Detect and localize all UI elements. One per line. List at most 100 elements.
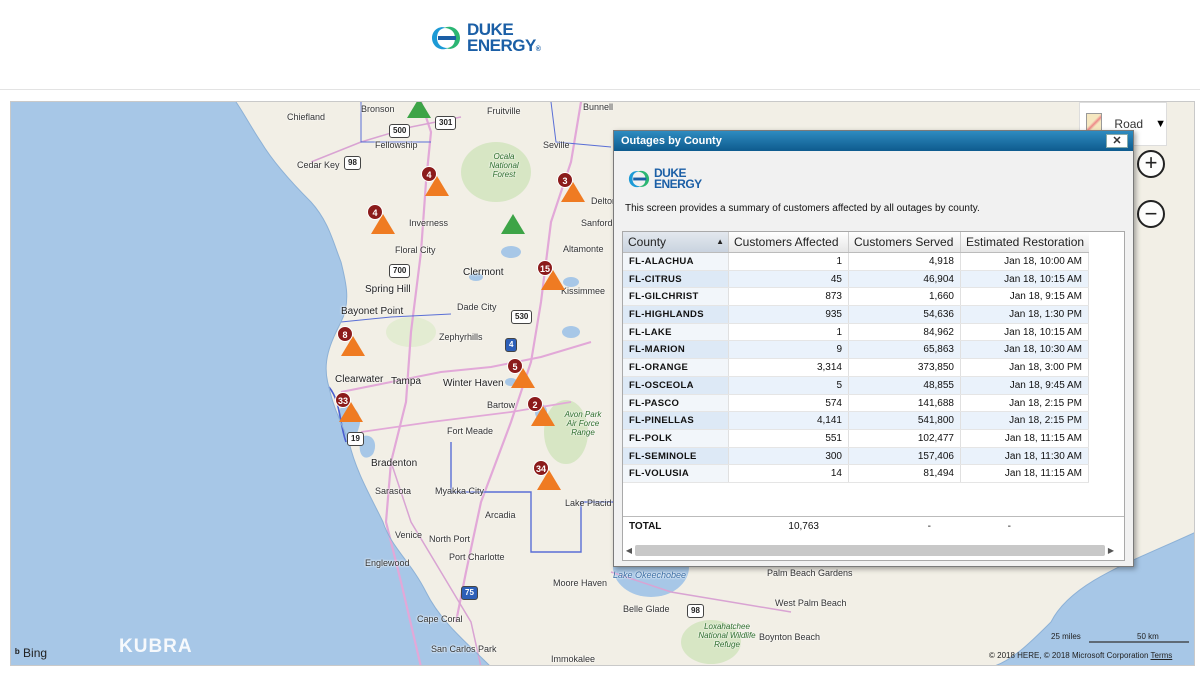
customers-affected-cell: 9 bbox=[729, 341, 849, 359]
sort-ascending-icon: ▲ bbox=[716, 237, 724, 246]
outage-marker[interactable]: 8 bbox=[337, 326, 367, 358]
city-label: Sarasota bbox=[375, 486, 412, 496]
customers-served-cell: 157,406 bbox=[849, 447, 961, 465]
county-outage-table: County ▲ Customers Affected Customers Ser… bbox=[622, 231, 1125, 561]
county-cell: FL-LAKE bbox=[623, 323, 729, 341]
bing-label: Bing bbox=[23, 646, 48, 660]
outage-marker[interactable]: 34 bbox=[533, 460, 563, 492]
estimated-restoration-cell: Jan 18, 11:30 AM bbox=[961, 447, 1089, 465]
column-header-county[interactable]: County ▲ bbox=[623, 232, 729, 252]
county-cell: FL-VOLUSIA bbox=[623, 465, 729, 482]
county-cell: FL-PASCO bbox=[623, 394, 729, 412]
copyright-text: © 2018 HERE, © 2018 Microsoft Corporatio… bbox=[989, 651, 1149, 660]
customers-affected-cell: 300 bbox=[729, 447, 849, 465]
table-row[interactable]: FL-ALACHUA 1 4,918 Jan 18, 10:00 AM bbox=[623, 253, 1089, 271]
city-label: Winter Haven bbox=[443, 378, 504, 389]
highway-shield: 98 bbox=[687, 604, 704, 618]
city-label: Palm Beach Gardens bbox=[767, 568, 853, 578]
duke-energy-logo[interactable]: DUKE ENERGY® bbox=[428, 21, 541, 54]
table-row[interactable]: FL-POLK 551 102,477 Jan 18, 11:15 AM bbox=[623, 429, 1089, 448]
city-label: Bronson bbox=[361, 104, 395, 114]
customers-served-cell: 4,918 bbox=[849, 253, 961, 270]
table-row[interactable]: FL-LAKE 1 84,962 Jan 18, 10:15 AM bbox=[623, 323, 1089, 342]
forest-label: Loxahatchee National Wildlife Refuge bbox=[698, 622, 756, 649]
city-label: Fort Meade bbox=[447, 426, 494, 436]
outage-marker[interactable]: 15 bbox=[537, 260, 567, 292]
column-header-customers-served[interactable]: Customers Served bbox=[849, 232, 961, 252]
outage-marker[interactable]: 4 bbox=[421, 166, 451, 198]
city-label: Dade City bbox=[457, 302, 497, 312]
customers-served-cell: 81,494 bbox=[849, 465, 961, 482]
city-label: West Palm Beach bbox=[775, 598, 847, 608]
column-header-customers-affected[interactable]: Customers Affected bbox=[729, 232, 849, 252]
zoom-in-button[interactable]: + bbox=[1137, 150, 1165, 178]
outage-marker[interactable]: 2 bbox=[527, 396, 557, 428]
city-label: Belle Glade bbox=[623, 604, 670, 614]
table-row[interactable]: FL-OSCEOLA 5 48,855 Jan 18, 9:45 AM bbox=[623, 376, 1089, 395]
forest-label: Avon Park Air Force Range bbox=[564, 410, 602, 437]
county-cell: FL-SEMINOLE bbox=[623, 447, 729, 465]
customers-affected-cell: 4,141 bbox=[729, 412, 849, 429]
map-scale: 25 miles 50 km bbox=[1051, 632, 1191, 641]
restored-marker[interactable] bbox=[405, 102, 433, 120]
outage-marker[interactable]: 3 bbox=[557, 172, 587, 204]
city-label: Inverness bbox=[409, 218, 449, 228]
table-row[interactable]: FL-GILCHRIST 873 1,660 Jan 18, 9:15 AM bbox=[623, 288, 1089, 307]
table-row[interactable]: FL-PASCO 574 141,688 Jan 18, 2:15 PM bbox=[623, 394, 1089, 413]
city-label: Sanford bbox=[581, 218, 613, 228]
table-header: County ▲ Customers Affected Customers Ser… bbox=[623, 232, 1089, 253]
panel-titlebar[interactable]: Outages by County ✕ bbox=[614, 131, 1133, 151]
city-label: North Port bbox=[429, 534, 471, 544]
table-row[interactable]: FL-VOLUSIA 14 81,494 Jan 18, 11:15 AM bbox=[623, 465, 1089, 483]
table-row[interactable]: FL-PINELLAS 4,141 541,800 Jan 18, 2:15 PM bbox=[623, 412, 1089, 430]
scrollbar-thumb[interactable] bbox=[635, 544, 1105, 556]
city-label: Altamonte bbox=[563, 244, 604, 254]
customers-affected-cell: 5 bbox=[729, 376, 849, 394]
outage-marker[interactable]: 33 bbox=[335, 392, 365, 424]
close-button[interactable]: ✕ bbox=[1106, 134, 1128, 148]
scale-km: 50 km bbox=[1137, 632, 1159, 641]
table-total-row: TOTAL 10,763 - - bbox=[623, 516, 1124, 536]
total-label: TOTAL bbox=[629, 521, 662, 532]
estimated-restoration-cell: Jan 18, 10:00 AM bbox=[961, 253, 1089, 270]
city-label: Arcadia bbox=[485, 510, 516, 520]
map-copyright: © 2018 HERE, © 2018 Microsoft Corporatio… bbox=[989, 651, 1172, 660]
customers-affected-cell: 45 bbox=[729, 270, 849, 288]
outage-marker[interactable]: 5 bbox=[507, 358, 537, 390]
panel-description: This screen provides a summary of custom… bbox=[625, 203, 980, 214]
customers-served-cell: 48,855 bbox=[849, 376, 961, 394]
customers-served-cell: 141,688 bbox=[849, 394, 961, 412]
city-label: Immokalee bbox=[551, 654, 596, 664]
bing-logo: ᵇ Bing bbox=[15, 646, 47, 660]
panel-logo: DUKE ENERGY bbox=[626, 166, 702, 191]
city-label: Spring Hill bbox=[365, 284, 411, 295]
estimated-restoration-cell: Jan 18, 9:15 AM bbox=[961, 288, 1089, 306]
table-row[interactable]: FL-ORANGE 3,314 373,850 Jan 18, 3:00 PM bbox=[623, 359, 1089, 377]
terms-link[interactable]: Terms bbox=[1150, 651, 1173, 660]
horizontal-scrollbar[interactable]: ◀ ▶ bbox=[623, 542, 1124, 558]
column-header-estimated-restoration[interactable]: Estimated Restoration bbox=[966, 235, 1085, 249]
outage-count-badge: 5 bbox=[507, 358, 523, 374]
outage-count-badge: 2 bbox=[527, 396, 543, 412]
scroll-left-icon[interactable]: ◀ bbox=[625, 545, 633, 555]
table-row[interactable]: FL-SEMINOLE 300 157,406 Jan 18, 11:30 AM bbox=[623, 447, 1089, 466]
county-cell: FL-GILCHRIST bbox=[623, 288, 729, 306]
city-label: Fruitville bbox=[487, 106, 521, 116]
estimated-restoration-cell: Jan 18, 11:15 AM bbox=[961, 465, 1089, 482]
city-label: Cape Coral bbox=[417, 614, 463, 624]
table-row[interactable]: FL-MARION 9 65,863 Jan 18, 10:30 AM bbox=[623, 341, 1089, 360]
table-row[interactable]: FL-HIGHLANDS 935 54,636 Jan 18, 1:30 PM bbox=[623, 306, 1089, 324]
highway-shield: 530 bbox=[511, 310, 533, 324]
city-label: Chiefland bbox=[287, 112, 326, 122]
outage-count-badge: 8 bbox=[337, 326, 353, 342]
restored-marker[interactable] bbox=[499, 208, 527, 236]
outage-marker[interactable]: 4 bbox=[367, 204, 397, 236]
city-label: Englewood bbox=[365, 558, 410, 568]
scroll-right-icon[interactable]: ▶ bbox=[1107, 545, 1115, 555]
table-row[interactable]: FL-CITRUS 45 46,904 Jan 18, 10:15 AM bbox=[623, 270, 1089, 289]
outage-count-badge: 33 bbox=[335, 392, 351, 408]
customers-served-cell: 84,962 bbox=[849, 323, 961, 341]
customers-served-cell: 102,477 bbox=[849, 429, 961, 447]
zoom-out-button[interactable]: − bbox=[1137, 200, 1165, 228]
highway-shield: 4 bbox=[505, 338, 518, 352]
